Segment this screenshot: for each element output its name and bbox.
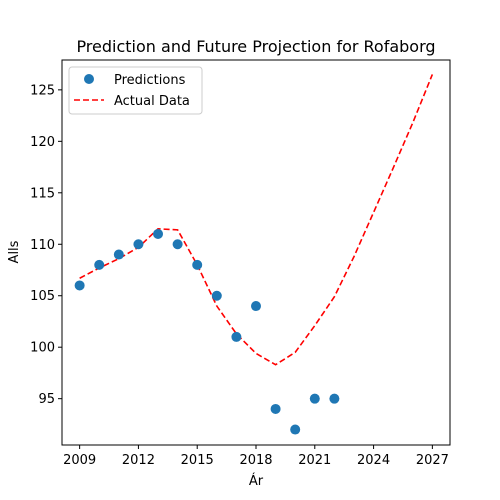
y-tick-label: 100: [30, 341, 55, 356]
prediction-point: [153, 228, 164, 239]
prediction-point: [329, 393, 340, 404]
x-tick-label: 2009: [63, 453, 96, 468]
prediction-point: [192, 259, 203, 270]
legend: Predictions Actual Data: [68, 66, 203, 115]
y-axis-label: Alls: [7, 240, 22, 263]
chart-title: Prediction and Future Projection for Rof…: [76, 37, 435, 56]
x-tick-label: 2021: [298, 453, 331, 468]
prediction-point: [251, 301, 261, 312]
prediction-point: [231, 331, 242, 342]
predictions-series: [74, 228, 340, 435]
prediction-point: [133, 239, 144, 250]
plot-frame: [61, 59, 451, 446]
x-axis-label: Ár: [249, 473, 264, 489]
legend-marker-predictions: [84, 74, 94, 84]
prediction-point: [290, 424, 301, 435]
prediction-point: [94, 259, 105, 270]
legend-label-predictions: Predictions: [114, 73, 186, 88]
x-axis: 2009 2012 2015 2018 2021 2024 2027: [63, 445, 449, 468]
x-tick-label: 2012: [122, 453, 155, 468]
y-tick-label: 120: [30, 135, 55, 150]
prediction-point: [309, 393, 320, 404]
y-tick-label: 110: [30, 238, 55, 253]
prediction-point: [172, 239, 183, 250]
y-tick-label: 115: [30, 186, 55, 201]
x-tick-label: 2024: [357, 453, 390, 468]
y-tick-label: 125: [30, 83, 55, 98]
y-axis: 95 100 105 110 115 120 125: [30, 83, 62, 407]
x-tick-label: 2015: [181, 453, 214, 468]
x-tick-label: 2018: [239, 453, 272, 468]
y-tick-label: 95: [38, 392, 55, 407]
x-tick-label: 2027: [416, 453, 449, 468]
prediction-point: [113, 249, 124, 260]
legend-box: [68, 66, 203, 115]
y-tick-label: 105: [30, 289, 55, 304]
prediction-point: [270, 403, 281, 414]
prediction-point: [74, 280, 85, 291]
prediction-point: [211, 290, 222, 301]
legend-label-actual-data: Actual Data: [114, 94, 190, 109]
